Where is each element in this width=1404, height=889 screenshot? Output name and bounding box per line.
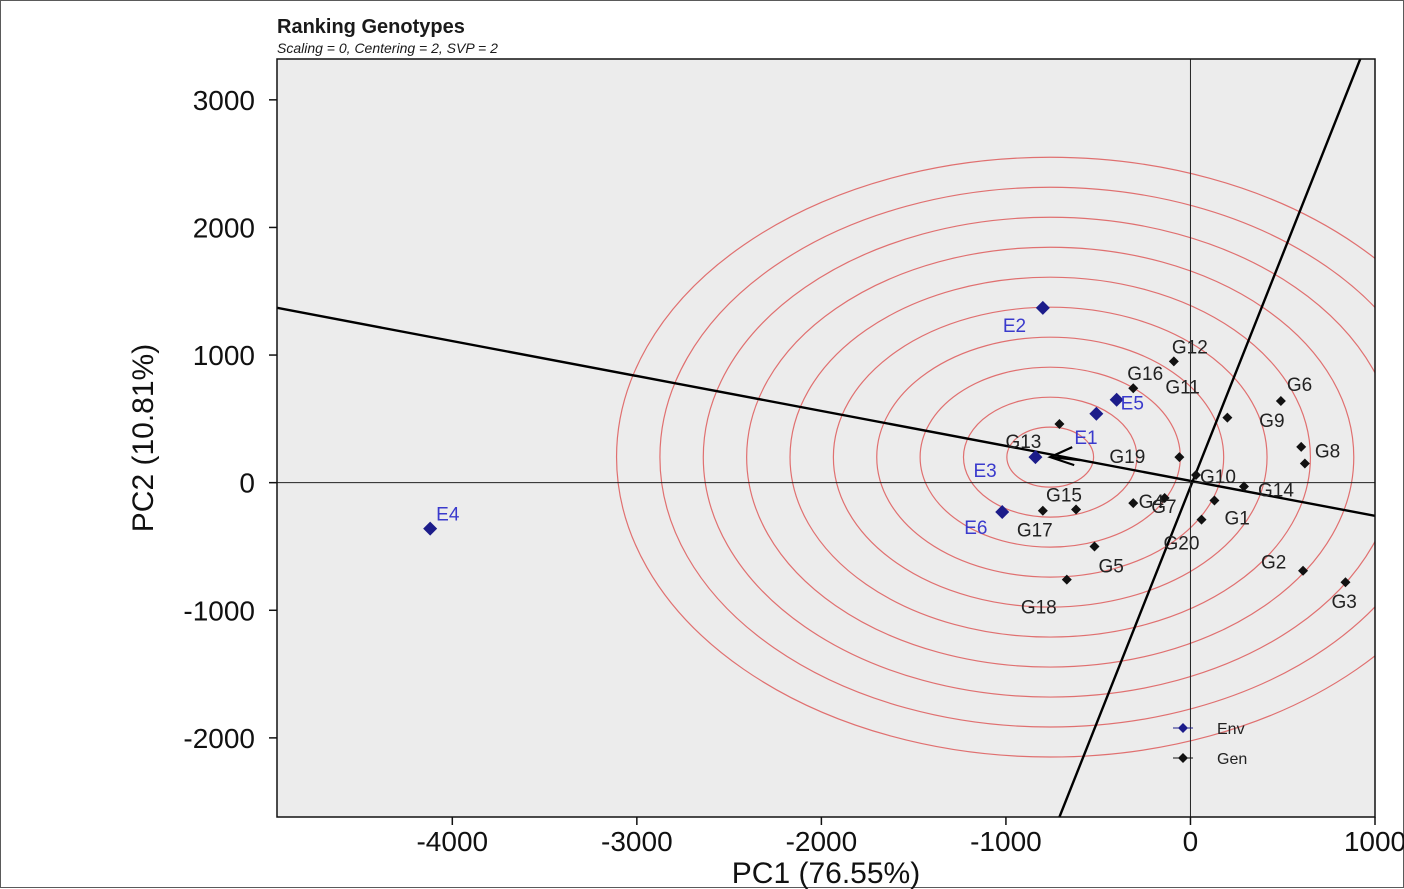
gen-label-g18: G18 xyxy=(1021,598,1057,619)
x-tick-label: 1000 xyxy=(1344,826,1404,857)
gen-label-g14: G14 xyxy=(1258,480,1294,501)
env-point-e4 xyxy=(423,521,438,536)
env-label-e1: E1 xyxy=(1074,428,1097,449)
env-point-e6 xyxy=(995,505,1010,520)
concentric-circle xyxy=(659,186,1375,728)
env-point-e3 xyxy=(1028,450,1043,465)
gen-point-g2 xyxy=(1298,565,1309,576)
env-label-e3: E3 xyxy=(973,461,996,482)
gen-label-g1: G1 xyxy=(1224,509,1249,530)
y-tick-label: 2000 xyxy=(193,212,255,243)
env-point-e2 xyxy=(1035,300,1050,315)
gen-label-g17: G17 xyxy=(1017,521,1053,542)
env-label-e5: E5 xyxy=(1121,394,1144,415)
x-tick-label: -1000 xyxy=(970,826,1042,857)
plot-area xyxy=(277,59,1375,817)
gen-label-g4: G4 xyxy=(1139,492,1165,513)
x-tick-label: -4000 xyxy=(416,826,488,857)
concentric-circle xyxy=(746,246,1355,668)
data-points: E1 E2 E3 E4 E5 E6 G1 G2 G3 G4 G5 G6 G7 G8 G9 G10 G11 G12 G… xyxy=(423,300,1357,619)
gen-label-g16: G16 xyxy=(1127,364,1163,385)
legend: Env Gen xyxy=(1173,721,1247,768)
y-tick-label: -2000 xyxy=(183,723,255,754)
env-point-e5 xyxy=(1109,392,1124,407)
gen-point-g19 xyxy=(1174,452,1185,463)
concentric-circle xyxy=(702,216,1375,698)
gen-point-g10 xyxy=(1190,470,1201,481)
gen-point-g15 xyxy=(1071,504,1082,515)
gen-point-g12 xyxy=(1168,356,1179,367)
plot-border xyxy=(276,58,1376,818)
gen-point-g20 xyxy=(1196,514,1207,525)
gen-label-g3: G3 xyxy=(1331,592,1356,613)
gen-point-g9 xyxy=(1296,441,1307,452)
gen-point-g5 xyxy=(1089,541,1100,552)
gen-label-g9: G9 xyxy=(1259,411,1284,432)
gen-point-g8 xyxy=(1299,458,1310,469)
gen-label-g11: G11 xyxy=(1165,378,1200,399)
x-tick-label: -2000 xyxy=(786,826,858,857)
gen-point-g1 xyxy=(1209,495,1220,506)
gen-label-g15: G15 xyxy=(1046,485,1082,506)
y-tick-label: 0 xyxy=(239,468,255,499)
gen-label-g10: G10 xyxy=(1200,467,1236,488)
concentric-circle xyxy=(876,336,1225,578)
legend-marker-gen xyxy=(1178,753,1188,763)
axes: -4000 -3000 -2000 -1000 0 1000 -2000 -1000 0 1000… xyxy=(183,58,1404,857)
legend-label-env: Env xyxy=(1217,721,1245,738)
reference-lines xyxy=(277,59,1375,817)
legend-label-gen: Gen xyxy=(1217,751,1247,768)
concentric-circle xyxy=(789,276,1312,638)
concentric-circle xyxy=(1006,426,1095,488)
y-tick-label: -1000 xyxy=(183,595,255,626)
env-label-e4: E4 xyxy=(436,505,460,526)
ideal-genotype-arrow xyxy=(1047,446,1081,467)
gen-label-g5: G5 xyxy=(1099,556,1124,577)
gen-point-g18 xyxy=(1061,574,1072,585)
gen-label-g20: G20 xyxy=(1164,534,1200,555)
gen-label-g13: G13 xyxy=(1005,432,1041,453)
gen-point-g17 xyxy=(1037,505,1048,516)
concentric-circles xyxy=(616,156,1375,758)
env-label-e2: E2 xyxy=(1003,316,1026,337)
y-axis-label: PC2 (10.81%) xyxy=(127,344,160,532)
gen-label-g2: G2 xyxy=(1261,553,1286,574)
gen-label-g7: G7 xyxy=(1151,497,1176,518)
gen-label-g6: G6 xyxy=(1287,375,1312,396)
x-axis-label: PC1 (76.55%) xyxy=(732,857,920,889)
gen-label-g19: G19 xyxy=(1109,447,1145,468)
y-tick-label: 1000 xyxy=(193,340,255,371)
concentric-circle xyxy=(616,156,1375,758)
x-tick-label: 0 xyxy=(1183,826,1199,857)
env-point-e1 xyxy=(1089,406,1104,421)
x-tick-label: -3000 xyxy=(601,826,673,857)
average-environment-ordinate-line xyxy=(1058,59,1362,817)
y-tick-label: 3000 xyxy=(193,85,255,116)
gen-label-g12: G12 xyxy=(1172,337,1208,358)
gen-label-g8: G8 xyxy=(1315,442,1340,463)
gen-point-g4 xyxy=(1159,492,1170,503)
concentric-circle xyxy=(962,396,1138,518)
gen-point-g7 xyxy=(1128,498,1139,509)
gen-point-g14 xyxy=(1238,481,1249,492)
chart-title: Ranking Genotypes xyxy=(277,16,465,38)
gen-point-g13 xyxy=(1054,418,1065,429)
gen-point-g3 xyxy=(1340,577,1351,588)
env-label-e6: E6 xyxy=(964,518,987,539)
chart-subtitle: Scaling = 0, Centering = 2, SVP = 2 xyxy=(277,40,498,56)
gen-point-g6 xyxy=(1275,395,1286,406)
concentric-circle xyxy=(832,306,1268,608)
legend-marker-env xyxy=(1178,723,1188,733)
gen-point-g11 xyxy=(1222,412,1233,423)
gen-point-g16 xyxy=(1128,383,1139,394)
